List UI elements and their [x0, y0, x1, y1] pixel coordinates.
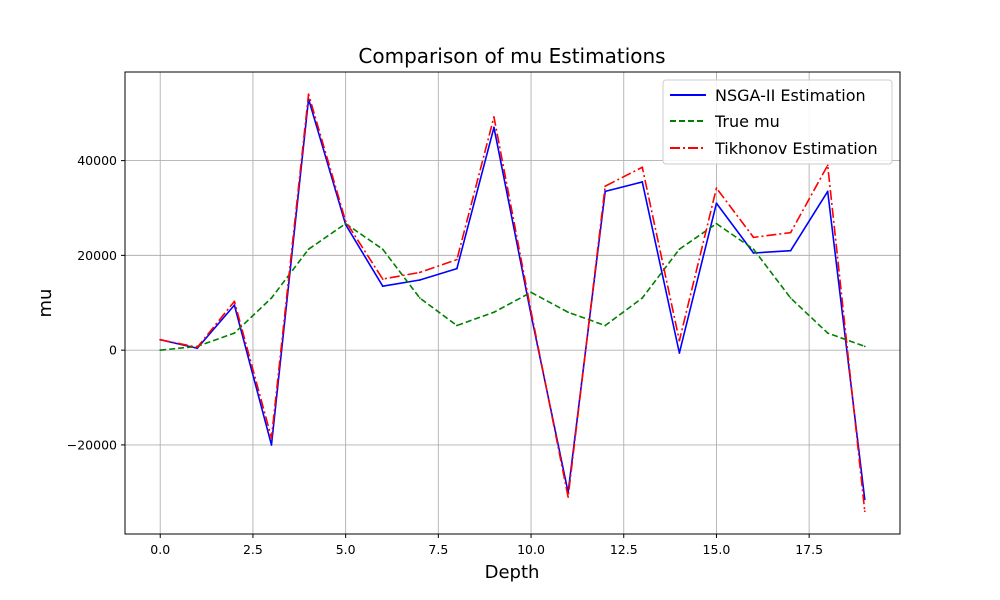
data-point-nsga-ii-estimation: [270, 444, 273, 446]
x-tick-label: 0.0: [150, 542, 170, 557]
data-point-nsga-ii-estimation: [455, 267, 458, 270]
x-tick-label: 10.0: [517, 542, 545, 557]
y-tick-label: 40000: [77, 153, 117, 168]
axes-frame: [124, 71, 901, 535]
legend-label-nsga-ii: NSGA-II Estimation: [715, 86, 866, 105]
legend-label-true-mu: True mu: [714, 112, 780, 131]
data-point-true-mu: [159, 349, 162, 352]
x-tick-label: 12.5: [610, 542, 638, 557]
data-point-tikhonov-estimation: [715, 187, 718, 189]
series-line-tikhonov-estimation: [160, 93, 866, 512]
data-point-tikhonov-estimation: [159, 338, 162, 341]
data-point-nsga-ii-estimation: [493, 126, 495, 129]
y-axis-label: mu: [35, 289, 56, 318]
gridlines: [125, 72, 900, 534]
y-tick-label: 0: [109, 343, 117, 358]
data-point-tikhonov-estimation: [567, 496, 570, 498]
data-point-tikhonov-estimation: [344, 220, 347, 223]
data-point-nsga-ii-estimation: [678, 352, 681, 354]
data-point-nsga-ii-estimation: [789, 249, 792, 252]
chart-title: Comparison of mu Estimations: [358, 44, 665, 68]
data-point-tikhonov-estimation: [270, 436, 273, 439]
data-point-true-mu: [344, 222, 347, 225]
data-point-nsga-ii-estimation: [604, 190, 607, 193]
data-point-nsga-ii-estimation: [418, 279, 421, 281]
x-tick-label: 15.0: [703, 542, 731, 557]
data-point-nsga-ii-estimation: [641, 181, 644, 183]
data-point-true-mu: [418, 297, 421, 299]
data-point-nsga-ii-estimation: [752, 252, 755, 254]
data-point-true-mu: [493, 311, 495, 314]
data-point-true-mu: [307, 248, 310, 251]
legend-frame: [662, 79, 893, 165]
data-point-true-mu: [604, 324, 607, 327]
data-point-true-mu: [270, 297, 273, 299]
data-point-true-mu: [455, 324, 458, 327]
data-point-tikhonov-estimation: [641, 166, 644, 169]
data-point-true-mu: [715, 222, 718, 225]
data-point-tikhonov-estimation: [604, 185, 607, 188]
data-point-tikhonov-estimation: [196, 346, 199, 349]
data-point-tikhonov-estimation: [789, 231, 792, 234]
x-tick-label: 17.5: [795, 542, 823, 557]
data-point-true-mu: [752, 248, 755, 251]
data-point-tikhonov-estimation: [233, 300, 236, 303]
data-point-tikhonov-estimation: [678, 339, 681, 342]
data-point-nsga-ii-estimation: [381, 285, 384, 288]
data-point-true-mu: [567, 311, 570, 314]
data-point-tikhonov-estimation: [381, 278, 384, 280]
series-line-true-mu: [160, 222, 866, 351]
data-point-true-mu: [789, 297, 792, 299]
data-point-tikhonov-estimation: [493, 116, 495, 118]
axis-ticks: 0.0 2.5 5.0 7.5 10.0 12.5 15.0 17.5 −20000 0 20000…: [67, 153, 823, 557]
legend-label-tikhonov: Tikhonov Estimation: [714, 139, 878, 158]
data-point-nsga-ii-estimation: [715, 202, 718, 205]
data-point-true-mu: [233, 332, 236, 334]
data-point-tikhonov-estimation: [530, 310, 532, 313]
y-tick-label: −20000: [67, 437, 117, 452]
series-lines: [159, 93, 866, 513]
data-point-nsga-ii-estimation: [233, 304, 236, 307]
data-point-true-mu: [678, 248, 681, 251]
data-point-tikhonov-estimation: [752, 236, 755, 239]
y-tick-label: 20000: [77, 248, 117, 263]
legend: NSGA-II Estimation True mu Tikhonov Esti…: [662, 79, 893, 165]
data-point-tikhonov-estimation: [307, 93, 310, 96]
data-point-true-mu: [641, 297, 644, 299]
data-point-tikhonov-estimation: [455, 258, 458, 261]
data-point-nsga-ii-estimation: [826, 190, 829, 193]
data-point-tikhonov-estimation: [826, 164, 829, 167]
data-point-tikhonov-estimation: [863, 510, 866, 513]
data-point-true-mu: [530, 291, 532, 294]
x-tick-label: 5.0: [336, 542, 356, 557]
data-point-true-mu: [863, 345, 866, 348]
x-tick-label: 7.5: [428, 542, 448, 557]
x-tick-label: 2.5: [243, 542, 263, 557]
x-axis-label: Depth: [485, 562, 540, 583]
data-point-tikhonov-estimation: [418, 271, 421, 274]
data-point-true-mu: [826, 332, 829, 334]
data-point-true-mu: [381, 248, 384, 251]
